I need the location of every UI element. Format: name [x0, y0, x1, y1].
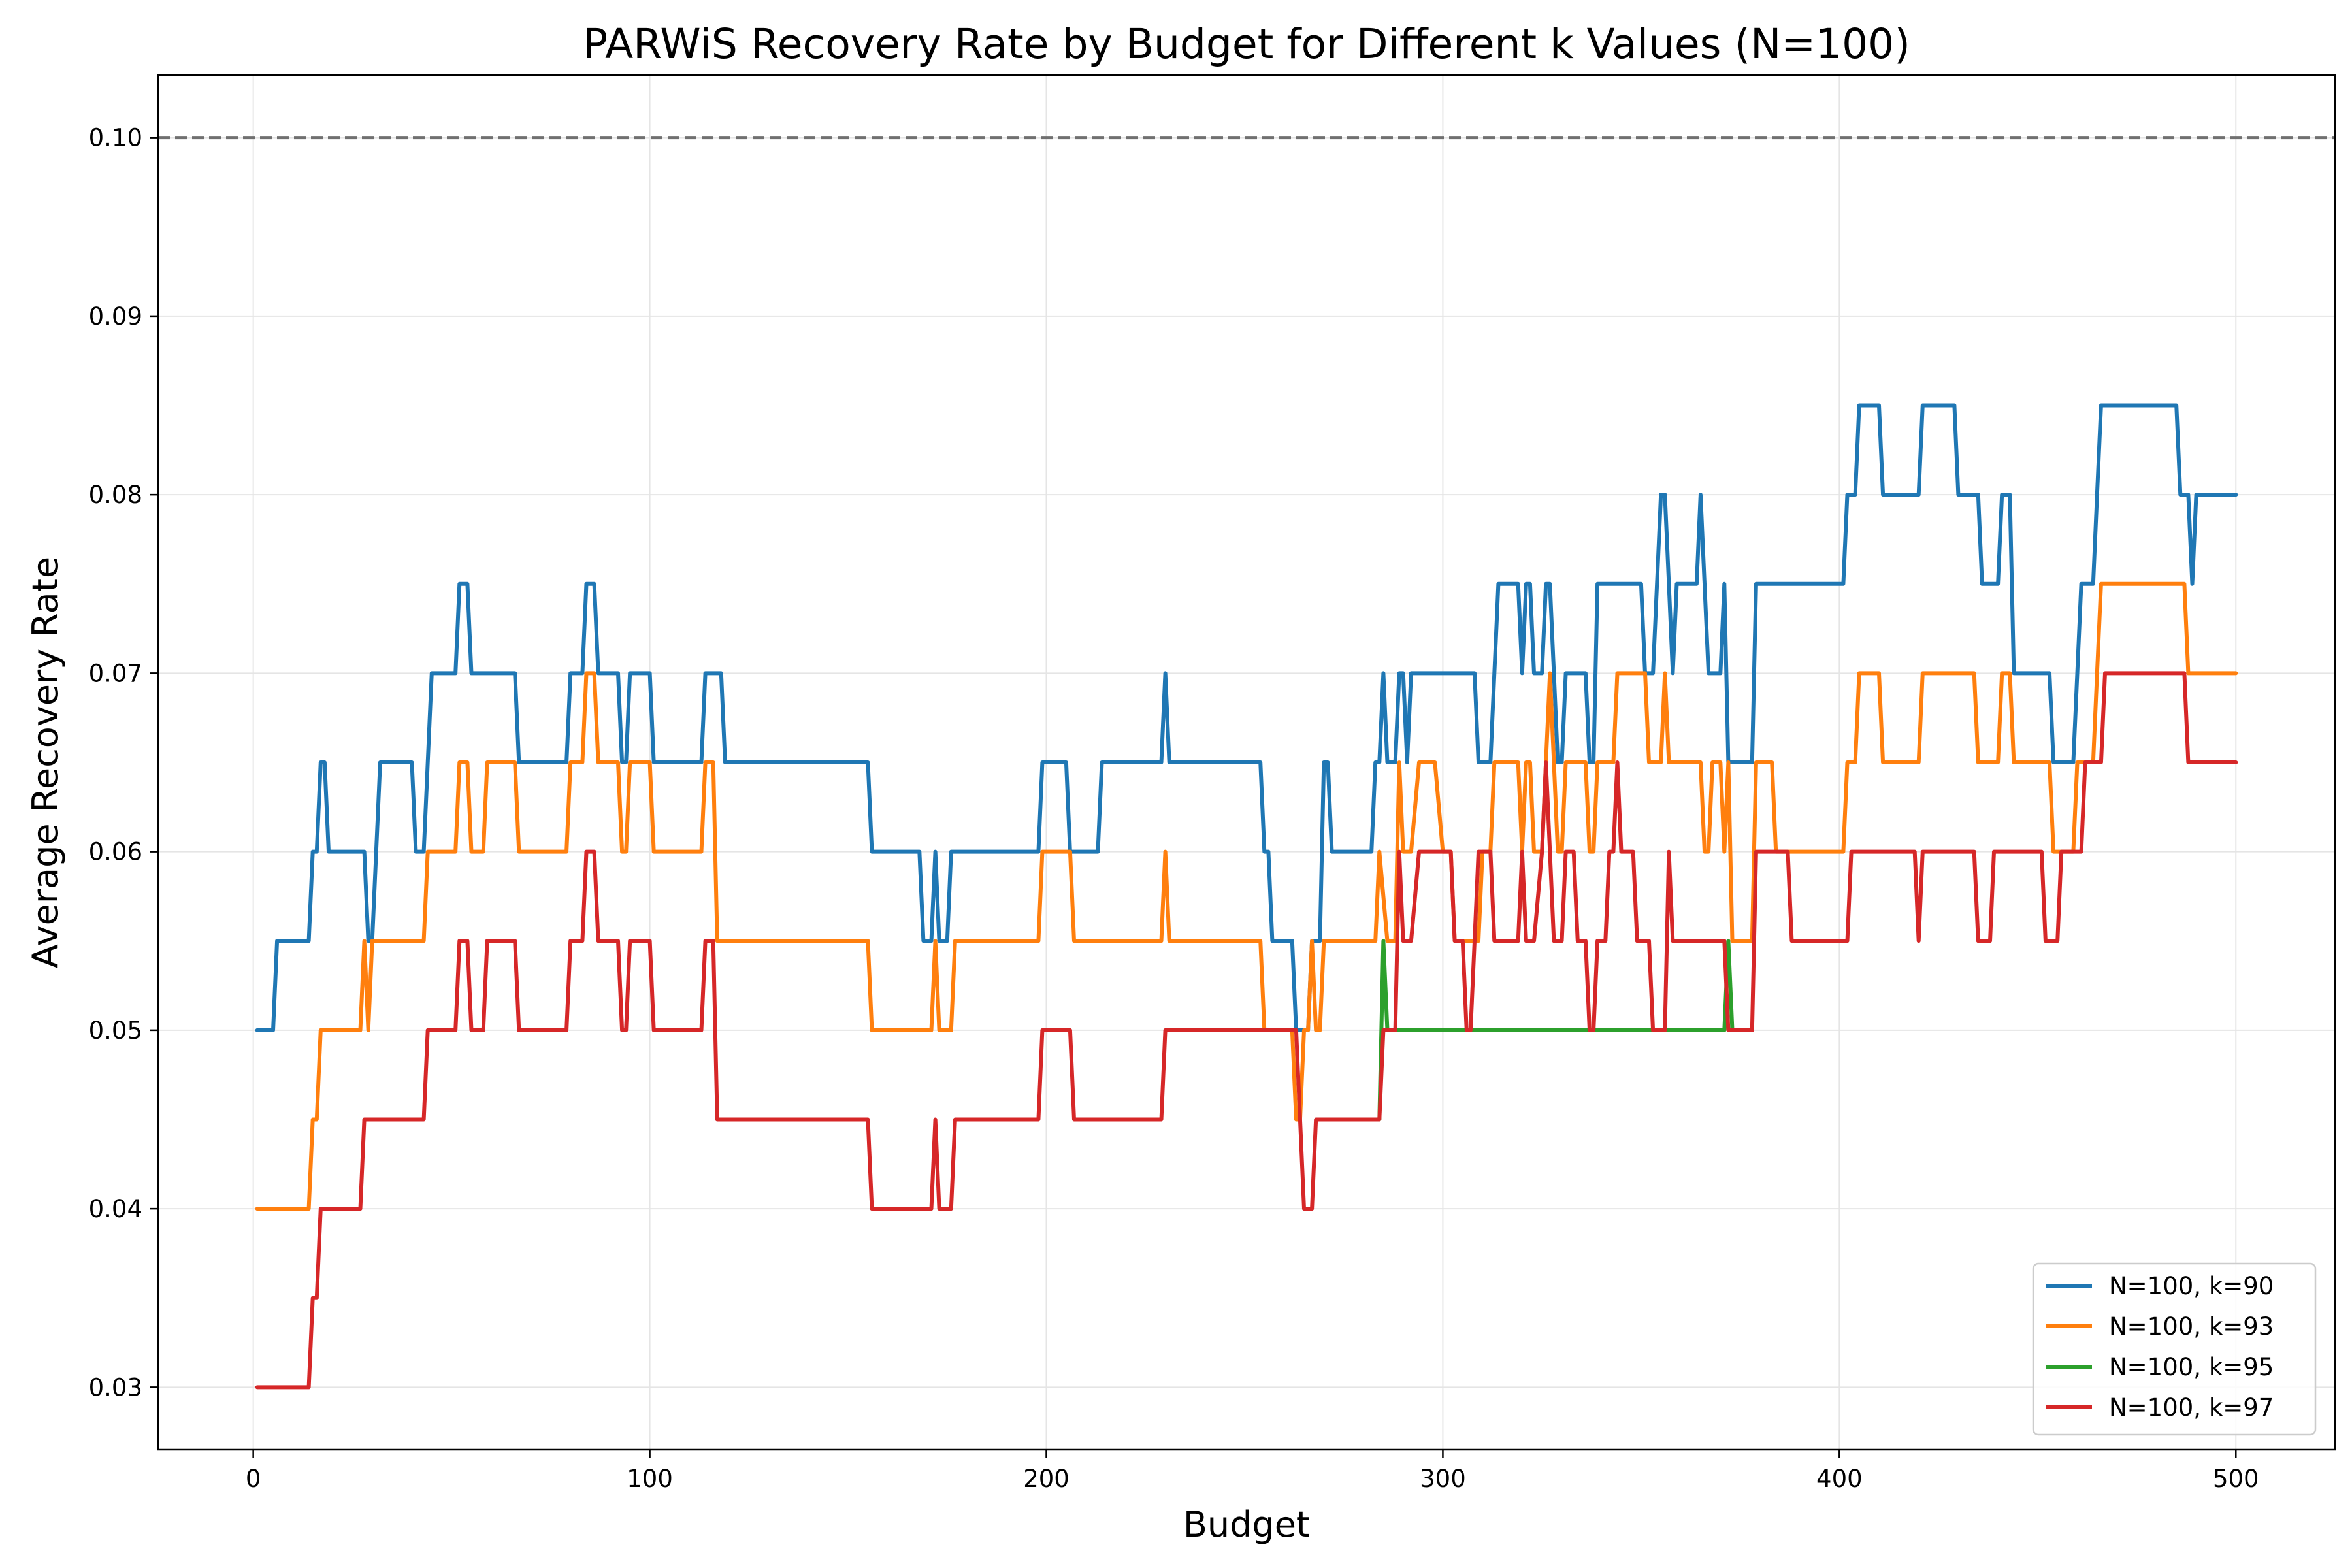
y-tick-label: 0.06: [89, 838, 142, 866]
y-tick-label: 0.09: [89, 302, 142, 331]
x-tick-label: 400: [1816, 1465, 1863, 1493]
y-tick-label: 0.03: [89, 1373, 142, 1401]
x-tick-label: 500: [2213, 1465, 2259, 1493]
legend-label: N=100, k=93: [2109, 1313, 2274, 1341]
plot-frame: [157, 74, 2336, 1451]
x-tick-label: 100: [627, 1465, 673, 1493]
series-line-3: [1377, 939, 1742, 1122]
y-tick-label: 0.05: [89, 1017, 142, 1045]
x-axis-ticks: 0 100 200 300 400 500: [246, 1450, 2259, 1493]
legend-label: N=100, k=90: [2109, 1272, 2274, 1300]
y-axis-ticks: 0.03 0.04 0.05 0.06 0.07 0.08 0.09 0.10: [89, 124, 158, 1401]
series-line-4: [255, 671, 2238, 1390]
legend-label: N=100, k=95: [2109, 1353, 2274, 1381]
y-tick-label: 0.07: [89, 659, 142, 687]
series-lines: [255, 403, 2238, 1390]
legend: N=100, k=90 N=100, k=93 N=100, k=95 N=100, …: [2032, 1262, 2317, 1436]
y-tick-label: 0.08: [89, 481, 142, 509]
x-tick-label: 0: [246, 1465, 261, 1493]
x-axis-label: Budget: [1183, 1504, 1310, 1545]
x-tick-label: 300: [1420, 1465, 1466, 1493]
y-tick-label: 0.10: [89, 124, 142, 152]
legend-label: N=100, k=97: [2109, 1394, 2274, 1422]
y-tick-label: 0.04: [89, 1195, 142, 1223]
series-line-2: [255, 581, 2238, 1211]
chart-title: PARWiS Recovery Rate by Budget for Diffe…: [583, 20, 1910, 68]
series-line-1: [255, 403, 2238, 1032]
x-tick-label: 200: [1023, 1465, 1070, 1493]
legend-box: [2032, 1262, 2317, 1436]
y-axis-label: Average Recovery Rate: [25, 557, 66, 968]
